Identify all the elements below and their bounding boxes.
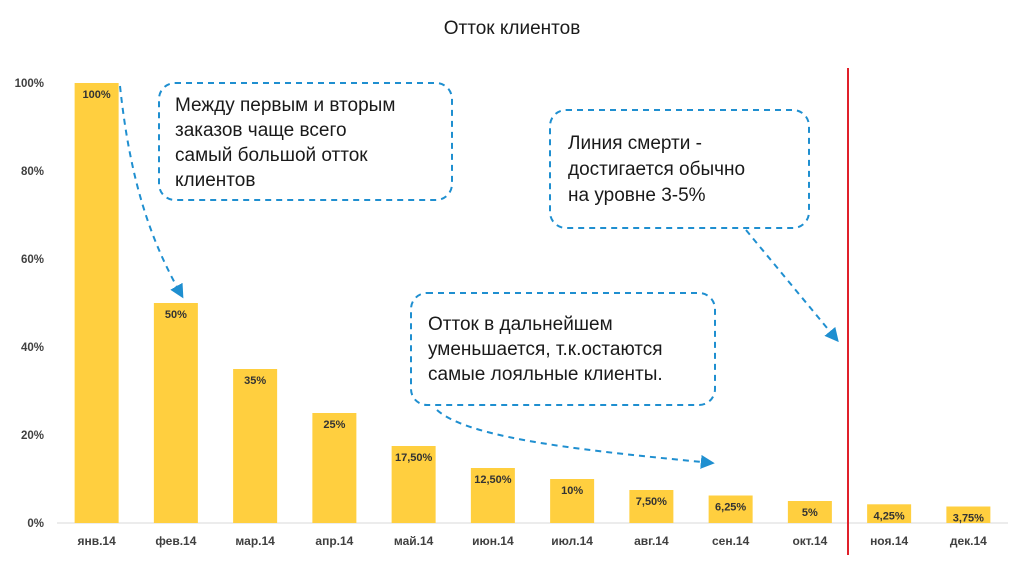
x-tick-label: авг.14 <box>634 534 669 548</box>
annotation-line: Между первым и вторым <box>175 95 395 116</box>
bar <box>629 490 674 523</box>
annotation-box <box>410 292 716 406</box>
data-label: 3,75% <box>953 513 984 525</box>
bar <box>867 504 912 523</box>
bar <box>550 479 595 523</box>
annotation-further: Отток в дальнейшем уменьшается, т.к.оста… <box>410 292 716 469</box>
annotation-line: Отток в дальнейшем <box>428 314 613 335</box>
bar <box>946 506 991 523</box>
data-label: 100% <box>83 89 111 101</box>
data-label: 4,25% <box>874 510 905 522</box>
annotation-line: заказов чаще всего <box>175 120 347 141</box>
annotation-death-line: Линия смерти - достигается обычно на уро… <box>549 109 839 343</box>
bars: 100% 50% 35% 25% 17,50% 12,50% 10% 7,50% 6,25% 5%… <box>74 83 991 525</box>
annotation-line: уменьшается, т.к.остаются <box>428 339 663 360</box>
annotation-line: клиентов <box>175 170 255 191</box>
data-label: 7,50% <box>636 496 667 508</box>
bar <box>391 446 436 523</box>
y-tick-label: 60% <box>21 254 44 266</box>
annotation-line: Линия смерти - <box>568 133 702 154</box>
data-label: 50% <box>165 309 187 321</box>
bar <box>312 413 357 523</box>
x-tick-label: июн.14 <box>472 534 514 548</box>
chart-title: Отток клиентов <box>444 18 581 39</box>
y-tick-label: 20% <box>21 430 44 442</box>
data-label: 12,50% <box>474 474 512 486</box>
x-tick-label: май.14 <box>394 534 434 548</box>
y-tick-label: 0% <box>27 518 44 530</box>
annotation-first-second: Между первым и вторым заказов чаще всего… <box>119 82 453 299</box>
data-label: 35% <box>244 375 266 387</box>
bar <box>153 303 198 523</box>
bar <box>470 468 515 523</box>
annotation-arrow <box>436 409 715 469</box>
annotation-box <box>549 109 810 229</box>
x-tick-label: янв.14 <box>77 534 116 548</box>
data-label: 5% <box>802 507 818 519</box>
y-tick-label: 80% <box>21 166 44 178</box>
annotation-line: самый большой отток <box>175 145 368 166</box>
x-tick-label: фев.14 <box>155 534 196 548</box>
x-tick-label: дек.14 <box>950 534 987 548</box>
annotation-arrow <box>119 85 184 299</box>
annotation-line: достигается обычно <box>568 159 745 180</box>
x-axis: янв.14 фев.14 мар.14 апр.14 май.14 июн.14 июл.… <box>77 534 987 548</box>
data-label: 10% <box>561 485 583 497</box>
x-tick-label: апр.14 <box>315 534 353 548</box>
x-tick-label: мар.14 <box>235 534 275 548</box>
y-axis: 0% 20% 40% 60% 80% 100% <box>15 78 1008 530</box>
x-tick-label: окт.14 <box>792 534 827 548</box>
bar <box>787 501 832 523</box>
bar <box>233 369 278 523</box>
data-label: 17,50% <box>395 452 433 464</box>
annotation-line: самые лояльные клиенты. <box>428 364 663 385</box>
data-label: 6,25% <box>715 502 746 514</box>
x-tick-label: ноя.14 <box>870 534 908 548</box>
y-tick-label: 100% <box>15 78 44 90</box>
annotation-line: на уровне 3-5% <box>568 185 706 206</box>
x-tick-label: июл.14 <box>551 534 593 548</box>
bar <box>74 83 119 523</box>
y-tick-label: 40% <box>21 342 44 354</box>
annotation-box <box>158 82 453 201</box>
x-tick-label: сен.14 <box>712 534 750 548</box>
bar <box>708 495 753 523</box>
annotation-arrow <box>745 229 839 343</box>
data-label: 25% <box>323 419 345 431</box>
